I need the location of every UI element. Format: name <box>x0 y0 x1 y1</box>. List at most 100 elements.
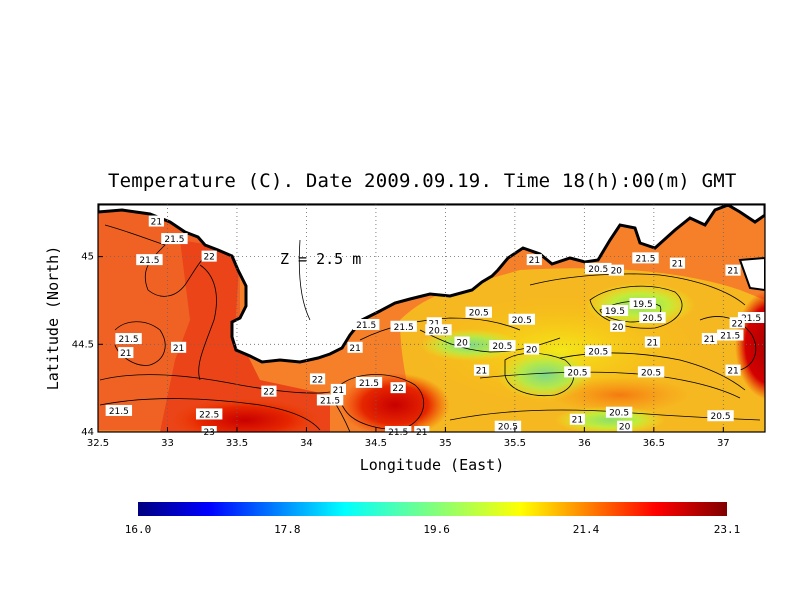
contour-label: 20.5 <box>489 340 516 352</box>
contour-label: 21.5 <box>717 329 744 342</box>
contour-label-text: 23 <box>203 428 214 438</box>
contour-label-box <box>309 373 326 385</box>
y-tick-label: 44.5 <box>72 339 94 350</box>
contour-label-text: 20 <box>456 339 468 349</box>
y-tick-label: 44 <box>81 427 94 438</box>
contour-label-box <box>148 215 164 227</box>
contour-label-box <box>729 317 745 329</box>
y-tick-label: 45 <box>81 252 94 263</box>
contour-label: 21 <box>347 341 363 354</box>
contour-label-box <box>170 341 187 353</box>
contour-label: 20.5 <box>465 306 492 319</box>
crimea-land <box>98 204 765 364</box>
contour-line <box>529 273 746 306</box>
contour-line <box>699 316 757 371</box>
x-tick-label: 32.5 <box>87 438 109 449</box>
colorbar-tick-label: 23.1 <box>714 523 741 536</box>
colorbar-tick-label: 19.6 <box>423 523 450 536</box>
contour-label-text: 20 <box>619 423 631 433</box>
contour-label: 21 <box>725 364 741 377</box>
contour-label: 22 <box>261 385 277 398</box>
contour-label-box <box>701 333 718 345</box>
contour-label: 20.5 <box>639 312 666 324</box>
contour-line <box>419 329 561 353</box>
contour-label: 19.5 <box>629 297 656 310</box>
contour-label: 21 <box>426 317 442 329</box>
contour-label-box <box>725 364 741 376</box>
contour-label-text: 21.5 <box>356 321 376 331</box>
contour-label-box <box>355 376 383 388</box>
contour-label: 22 <box>729 317 745 329</box>
contour-label: 21.5 <box>352 319 380 331</box>
contour-label-text: 21.5 <box>164 235 184 245</box>
contour-label-text: 21 <box>333 386 344 396</box>
contour-label-text: 20.5 <box>469 309 489 319</box>
contour-label-text: 22.5 <box>199 410 219 420</box>
x-tick-label: 34 <box>300 438 313 449</box>
contour-label-text: 20.5 <box>711 412 731 422</box>
contour-label-box <box>637 366 665 378</box>
contour-label-text: 21 <box>572 416 583 426</box>
contour-label-text: 20.5 <box>588 265 608 275</box>
contour-label-text: 20.5 <box>512 316 532 326</box>
x-axis-label: Longitude (East) <box>360 456 505 474</box>
contour-label: 20.5 <box>494 420 522 433</box>
contour-label-box <box>352 319 380 331</box>
contour-label-text: 21.5 <box>741 314 761 324</box>
contour-label: 20 <box>608 264 624 277</box>
contour-label-box <box>601 304 629 316</box>
contour-line <box>99 374 331 394</box>
contour-label-text: 21 <box>529 256 540 266</box>
contour-label-box <box>585 262 612 274</box>
contour-label: 20.5 <box>637 366 665 378</box>
contour-label-text: 20 <box>612 323 624 333</box>
contour-label: 21 <box>170 341 187 354</box>
contour-label: 21 <box>669 257 686 270</box>
contour-label-text: 22 <box>392 384 403 394</box>
contour-label: 20.5 <box>707 410 734 422</box>
contour-label-text: 21 <box>151 218 162 228</box>
contour-line <box>114 321 166 366</box>
contour-label: 21.5 <box>355 376 383 389</box>
contour-line <box>298 239 311 321</box>
contour-label: 20.5 <box>425 324 452 336</box>
contour-label: 21 <box>701 333 718 345</box>
contour-label: 20.5 <box>605 406 633 419</box>
cool-patch-south <box>555 406 665 432</box>
contour-label-text: 20 <box>526 346 538 356</box>
contour-label-box <box>330 383 346 395</box>
orange-lens <box>550 377 690 413</box>
contour-label-box <box>195 408 223 420</box>
contour-label-text: 20.5 <box>642 314 662 324</box>
colorbar <box>138 502 727 516</box>
contour-label-text: 20.5 <box>428 326 448 336</box>
contour-label-text: 21.5 <box>635 254 655 264</box>
contour-label-box <box>390 320 417 332</box>
x-tick-label: 36 <box>578 438 591 449</box>
contour-line <box>104 224 211 297</box>
contour-label-box <box>639 312 666 323</box>
west-red-band <box>160 240 330 432</box>
contour-label: 20 <box>523 343 540 356</box>
contour-label-box <box>605 406 633 418</box>
contour-label: 21.5 <box>136 254 163 266</box>
contour-label-box <box>585 345 612 357</box>
contour-label-box <box>390 382 406 394</box>
contour-label-text: 21 <box>672 260 683 270</box>
contour-label-box <box>523 343 540 355</box>
contour-label-text: 21.5 <box>109 407 129 417</box>
contour-line <box>99 398 321 431</box>
contour-label: 21 <box>644 336 661 349</box>
contour-label: 21 <box>118 347 134 359</box>
x-tick-label: 35 <box>439 438 452 449</box>
contour-label: 22 <box>309 373 326 385</box>
contour-label: 21 <box>330 383 346 396</box>
contour-label-box <box>426 317 442 329</box>
contour-label: 20 <box>454 336 470 349</box>
contour-line <box>198 264 217 381</box>
contour-label-text: 21.5 <box>139 256 159 266</box>
contour-label-box <box>617 420 633 432</box>
contour-label-text: 20 <box>611 267 623 277</box>
contour-label-text: 21 <box>429 319 440 329</box>
contour-label-box <box>201 250 217 262</box>
